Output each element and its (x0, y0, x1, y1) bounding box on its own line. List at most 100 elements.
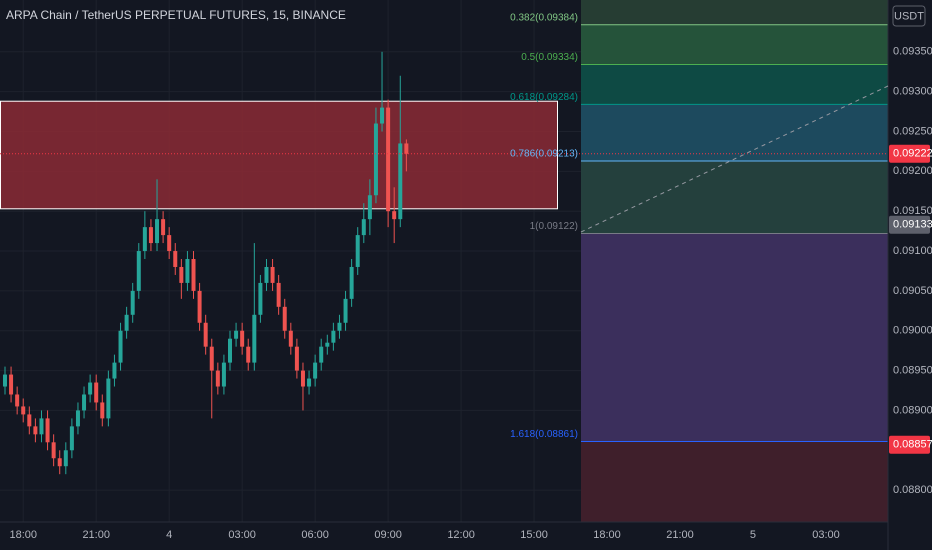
fib-zone (581, 64, 888, 105)
candle-body (161, 219, 166, 236)
candle-body (185, 259, 190, 283)
candle-body (227, 338, 232, 363)
candle-body (282, 306, 287, 331)
x-tick-label: 06:00 (301, 529, 329, 541)
candle-body (142, 227, 147, 252)
y-tick-label: 0.09100 (893, 245, 932, 257)
candle-body (63, 450, 68, 467)
mid-layer (0, 0, 888, 522)
currency: USDT (894, 10, 924, 22)
candle-body (106, 378, 111, 419)
candle-body (197, 290, 202, 323)
y-tick-label: 0.08900 (893, 404, 932, 416)
price-badge (889, 215, 930, 234)
candle-body (112, 362, 117, 379)
candle-body (380, 107, 385, 124)
x-tick-label: 15:00 (520, 529, 548, 541)
candle-body (349, 266, 354, 299)
fib-zone (581, 160, 888, 234)
candle-body (307, 378, 312, 387)
candle-body (300, 370, 305, 387)
fib-zone (581, 441, 888, 522)
currency-box[interactable] (892, 5, 926, 27)
candle-body (264, 266, 269, 283)
candle-body (118, 330, 123, 363)
candle-body (367, 195, 372, 220)
candle-body (21, 406, 26, 415)
candle-body (234, 330, 239, 339)
fib-zone (581, 233, 888, 442)
candle-body (270, 266, 275, 283)
x-tick-label: 09:00 (374, 529, 402, 541)
candle-body (246, 346, 251, 363)
fib-label: 0.618(0.09284) (510, 92, 578, 103)
x-tick-label: 03:00 (228, 529, 256, 541)
candle-body (15, 394, 20, 407)
candle-body (331, 330, 336, 343)
x-tick-label: 21:00 (666, 529, 694, 541)
y-tick-label: 0.09350 (893, 46, 932, 58)
candle-body (276, 282, 281, 307)
candle-body (51, 442, 56, 459)
y-tick-label: 0.08950 (893, 364, 932, 376)
front-layer: 0.09350 0.09300 0.09250 0.09200 0.09150 0.091… (9, 12, 932, 541)
candle-body (288, 330, 293, 347)
price-badge (889, 435, 930, 454)
candle-body (355, 235, 360, 267)
y-tick-label: 0.09050 (893, 285, 932, 297)
x-tick-label: 18:00 (9, 529, 37, 541)
y-tick-label: 0.09150 (893, 205, 932, 217)
x-tick-label: 4 (166, 529, 172, 541)
candle-body (294, 346, 299, 371)
zone (0, 100, 558, 210)
candle-body (221, 362, 226, 387)
fib-label: 0.5(0.09334) (521, 52, 578, 63)
candle-body (398, 143, 403, 220)
candle-body (361, 219, 366, 236)
candle-body (130, 290, 135, 315)
price-badge (889, 144, 930, 163)
candle-body (173, 251, 178, 267)
fib-zone (581, 0, 888, 25)
fib-zone (581, 104, 888, 161)
candle-body (313, 362, 318, 379)
price-badge-label: 0.09222 (893, 148, 932, 160)
candle-body (258, 282, 263, 315)
candle-body (27, 414, 32, 427)
candle-body (179, 266, 184, 283)
y-tick-label: 0.08800 (893, 484, 932, 496)
candle-body (386, 107, 391, 212)
candle-body (9, 374, 14, 395)
candle-body (343, 298, 348, 323)
candle-body (392, 211, 397, 220)
x-tick-label: 5 (750, 529, 756, 541)
candle-body (39, 418, 44, 435)
candle-body (136, 251, 141, 291)
candle-body (148, 227, 153, 244)
candle-body (191, 259, 196, 291)
x-tick-label: 03:00 (812, 529, 840, 541)
y-tick-label: 0.09200 (893, 165, 932, 177)
candle-body (2, 374, 7, 387)
candle-body (203, 322, 208, 347)
candle-body (337, 322, 342, 331)
price-badge-label: 0.09133 (893, 219, 932, 231)
price-badge-label: 0.08857 (893, 439, 932, 451)
candle-body (124, 314, 129, 331)
y-tick-label: 0.09000 (893, 325, 932, 337)
candle-body (240, 330, 245, 347)
candle-body (404, 143, 409, 154)
candle-body (88, 382, 93, 395)
candle-body (167, 235, 172, 252)
trend-line (580, 85, 889, 233)
candle-body (82, 394, 87, 411)
candle-body (94, 382, 99, 403)
fib-label: 1.618(0.08861) (510, 429, 578, 440)
candle-body (155, 219, 160, 244)
fib-label: 1(0.09122) (530, 221, 578, 232)
candle-body (325, 342, 330, 347)
chart-title: ARPA Chain / TetherUS PERPETUAL FUTURES,… (6, 8, 346, 22)
candle-body (215, 370, 220, 387)
